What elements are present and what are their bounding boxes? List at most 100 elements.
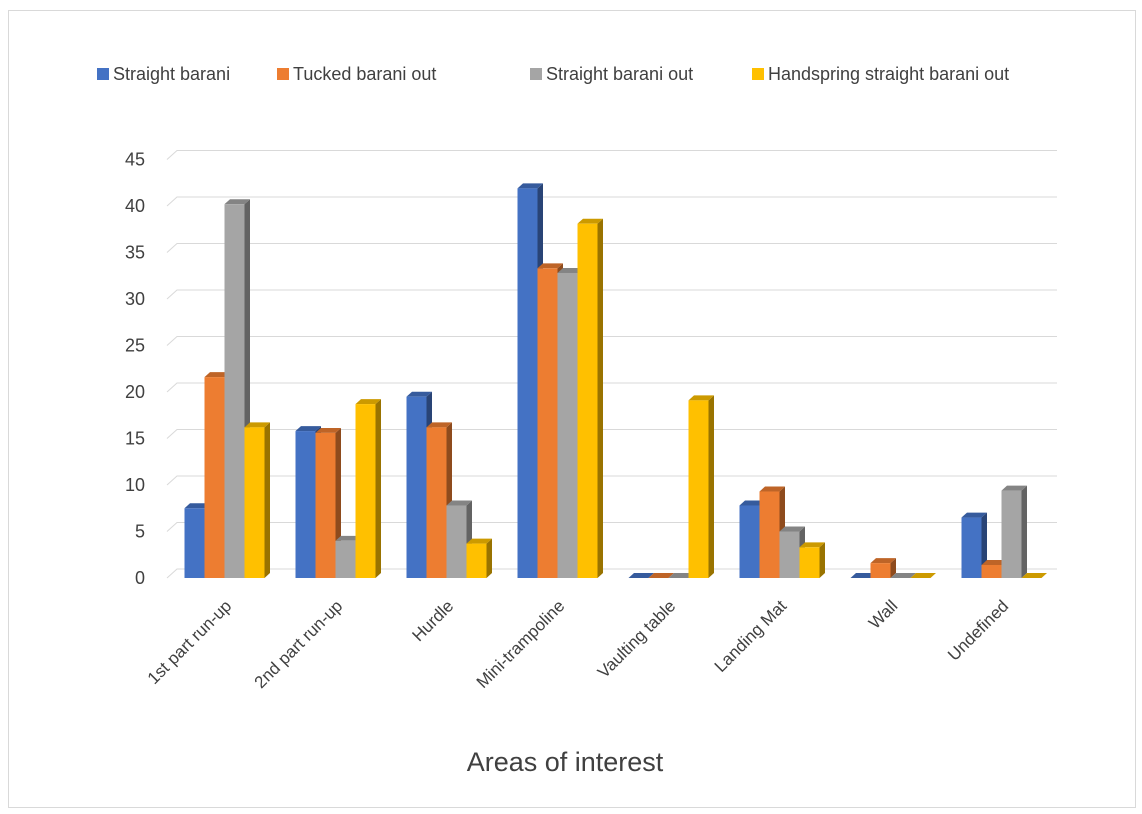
bar-top	[981, 560, 1007, 565]
bar-top	[799, 542, 825, 548]
bar-top	[779, 526, 805, 532]
bar-front	[779, 531, 800, 578]
bar-side	[1021, 485, 1027, 578]
category-label: 2nd part run-up	[251, 596, 347, 692]
bar-top	[577, 218, 603, 224]
bar	[910, 573, 936, 578]
bar-top	[426, 422, 452, 428]
legend-swatch	[752, 68, 764, 80]
bar-top	[184, 503, 210, 509]
bar-front	[204, 377, 225, 578]
gridline	[166, 150, 1057, 160]
category-label: Landing Mat	[711, 596, 791, 676]
gridline	[166, 196, 1057, 207]
bar	[1001, 485, 1027, 578]
gridline	[166, 475, 1057, 486]
bar	[870, 558, 896, 578]
bar	[446, 500, 472, 578]
bar-top	[244, 422, 270, 428]
bar-front	[981, 564, 1002, 578]
legend-swatch	[97, 68, 109, 80]
legend-label: Straight barani out	[546, 64, 693, 84]
bar-top	[295, 426, 321, 432]
bar-chart: 0 5 10 15 20 25 30 35 40 45 1st part run-up 2nd pa…	[97, 64, 1057, 777]
bar-front	[688, 400, 709, 578]
bar	[648, 573, 674, 578]
bar-front	[426, 427, 447, 578]
bar-top	[537, 263, 563, 269]
bar-front	[406, 396, 427, 578]
bar-top	[688, 395, 714, 401]
gridline	[166, 382, 1057, 393]
bar-top	[648, 573, 674, 578]
gridline	[166, 429, 1057, 439]
legend-swatch	[277, 68, 289, 80]
category-label: Hurdle	[408, 596, 457, 645]
bar	[890, 573, 916, 578]
legend-label: Handspring straight barani out	[768, 64, 1009, 84]
bar-top	[850, 573, 876, 578]
legend-label: Straight barani	[113, 64, 230, 84]
bar-top	[890, 573, 916, 578]
bars	[184, 183, 1047, 579]
category-label: 1st part run-up	[144, 596, 236, 688]
bar-top	[466, 538, 492, 544]
bar-top	[204, 372, 230, 378]
bar	[1021, 573, 1047, 578]
bar-top	[870, 558, 896, 564]
legend: Straight barani Tucked barani out Straight…	[97, 64, 1009, 84]
category-label: Vaulting table	[594, 596, 679, 681]
bar	[799, 542, 825, 578]
bar	[961, 512, 987, 578]
gridlines	[166, 150, 1057, 579]
y-tick-label: 10	[125, 475, 145, 495]
bar-front	[961, 517, 982, 578]
bar	[850, 573, 876, 578]
y-tick-label: 5	[135, 522, 145, 542]
bar-front	[315, 432, 336, 578]
bar-front	[870, 563, 891, 578]
gridline	[166, 243, 1057, 253]
bar-side	[708, 395, 714, 578]
bar	[244, 422, 270, 578]
bar-top	[961, 512, 987, 518]
bar-front	[466, 543, 487, 578]
bar	[668, 573, 694, 578]
chart-area: 0 5 10 15 20 25 30 35 40 45 1st part run-up 2nd pa…	[8, 10, 1136, 808]
bar-front	[537, 268, 558, 578]
y-tick-label: 30	[125, 289, 145, 309]
y-tick-label: 35	[125, 243, 145, 263]
bar	[577, 218, 603, 579]
bar-top	[739, 500, 765, 506]
legend-swatch	[530, 68, 542, 80]
bar-top	[355, 399, 381, 405]
bar-top	[315, 427, 341, 433]
bar-top	[335, 535, 361, 541]
bar-front	[799, 547, 820, 578]
y-tick-label: 25	[125, 336, 145, 356]
bar-top	[1021, 573, 1047, 578]
bar-front	[224, 204, 245, 578]
category-label: Mini-trampoline	[473, 596, 569, 692]
bar-front	[184, 508, 205, 578]
bar	[466, 538, 492, 578]
bar-front	[295, 431, 316, 578]
bar-side	[890, 558, 896, 578]
bar-side	[264, 422, 270, 578]
category-labels: 1st part run-up 2nd part run-up Hurdle Mini…	[144, 596, 1013, 692]
bar-side	[375, 399, 381, 578]
bar-top	[406, 391, 432, 397]
bar-top	[668, 573, 694, 578]
category-label: Undefined	[944, 596, 1012, 664]
bar-top	[1001, 485, 1027, 491]
bar-top	[446, 500, 472, 506]
y-tick-label: 20	[125, 382, 145, 402]
bar-front	[1001, 490, 1022, 578]
bar-top	[557, 268, 583, 273]
gridline	[166, 336, 1057, 346]
bar-front	[517, 188, 538, 578]
bar-front	[335, 540, 356, 578]
bar-top	[517, 183, 543, 189]
bar-front	[557, 272, 578, 578]
y-tick-label: 45	[125, 150, 145, 170]
